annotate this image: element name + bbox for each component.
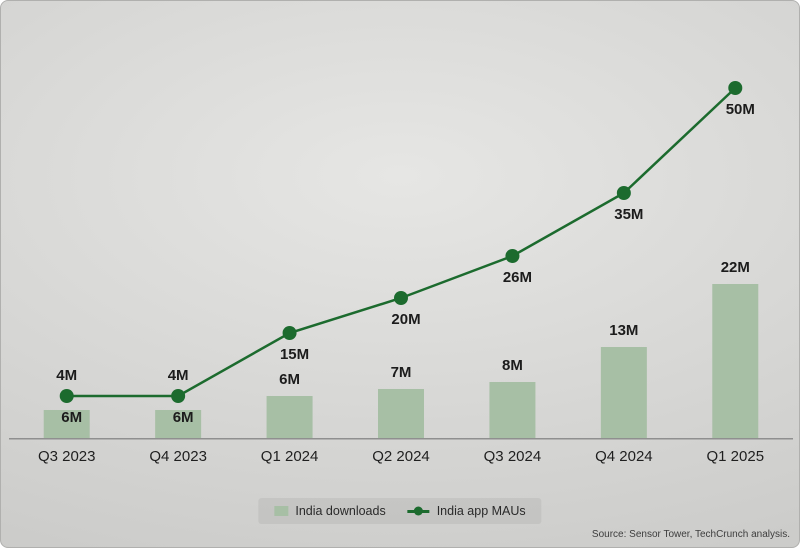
line-value-label-q2-2024: 20M [391,311,420,328]
x-axis-label-q1-2025: Q1 2025 [707,448,765,465]
maus-point-q3-2023 [59,389,74,403]
bar-value-label-q1-2025: 22M [721,259,750,276]
maus-point-q3-2024 [505,249,520,263]
legend-item-maus: India app MAUs [407,504,526,518]
bar-value-label-q3-2024: 8M [502,357,523,374]
line-value-label-q4-2024: 35M [614,206,643,223]
x-axis-label-q2-2024: Q2 2024 [372,448,430,465]
bar-q4-2024 [600,347,647,438]
bar-value-label-q4-2023: 4M [168,367,189,384]
line-value-label-q3-2023: 6M [61,409,82,426]
bar-q3-2023 [43,410,90,438]
line-value-label-q1-2025: 50M [726,101,755,118]
maus-point-q1-2025 [728,81,743,95]
legend-item-downloads: India downloads [274,504,386,518]
line-swatch-dot-icon [414,506,424,516]
x-axis-label-q3-2024: Q3 2024 [484,448,542,465]
bar-q1-2025 [712,284,759,438]
bar-q2-2024 [378,389,424,438]
source-note: Source: Sensor Tower, TechCrunch analysi… [591,529,790,540]
legend: India downloads India app MAUs [258,498,542,524]
bar-value-label-q4-2024: 13M [609,322,638,339]
line-swatch-icon [407,506,430,516]
bar-swatch-icon [274,506,289,516]
line-value-label-q1-2024: 15M [280,346,309,363]
x-axis-label-q4-2023: Q4 2023 [149,448,207,465]
maus-point-q2-2024 [394,291,408,305]
x-axis-label-q1-2024: Q1 2024 [261,448,319,465]
bar-value-label-q1-2024: 6M [279,371,300,388]
bar-q3-2024 [489,382,536,438]
maus-point-q4-2023 [171,389,186,403]
bar-value-label-q2-2024: 7M [391,364,412,381]
bar-q1-2024 [266,396,313,438]
x-axis-label-q4-2024: Q4 2024 [595,448,653,465]
bar-q4-2023 [155,410,202,438]
legend-label-maus: India app MAUs [436,504,526,518]
maus-point-q4-2024 [616,186,631,200]
line-value-label-q3-2024: 26M [503,269,532,286]
x-axis-label-q3-2023: Q3 2023 [38,448,96,465]
line-value-label-q4-2023: 6M [173,409,194,426]
legend-label-downloads: India downloads [295,504,386,518]
bar-value-label-q3-2023: 4M [56,367,77,384]
maus-point-q1-2024 [282,326,297,340]
